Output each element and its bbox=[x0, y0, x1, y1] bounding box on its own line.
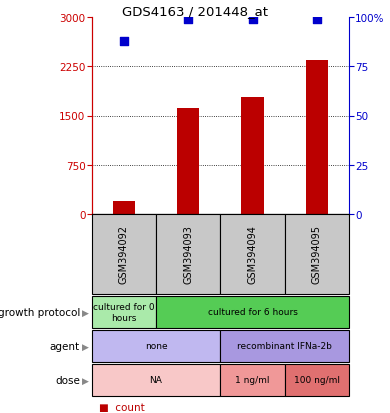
Text: GSM394093: GSM394093 bbox=[183, 225, 193, 284]
Text: GDS4163 / 201448_at: GDS4163 / 201448_at bbox=[122, 5, 268, 18]
Point bbox=[121, 38, 127, 45]
Bar bbox=[220, 330, 349, 362]
Bar bbox=[285, 214, 349, 294]
Text: cultured for 6 hours: cultured for 6 hours bbox=[207, 308, 298, 317]
Bar bbox=[177, 108, 199, 214]
Text: ▶: ▶ bbox=[82, 375, 89, 385]
Text: none: none bbox=[145, 342, 167, 351]
Bar bbox=[241, 98, 264, 214]
Text: recombinant IFNa-2b: recombinant IFNa-2b bbox=[237, 342, 332, 351]
Text: ▶: ▶ bbox=[82, 342, 89, 351]
Bar bbox=[92, 330, 220, 362]
Bar bbox=[285, 364, 349, 396]
Bar bbox=[220, 364, 285, 396]
Point bbox=[185, 17, 191, 23]
Bar bbox=[156, 296, 349, 328]
Bar bbox=[113, 202, 135, 214]
Text: agent: agent bbox=[50, 341, 80, 351]
Point bbox=[250, 17, 256, 23]
Text: GSM394094: GSM394094 bbox=[248, 225, 257, 284]
Text: cultured for 0
hours: cultured for 0 hours bbox=[93, 303, 155, 322]
Text: GSM394095: GSM394095 bbox=[312, 225, 322, 284]
Bar bbox=[156, 214, 220, 294]
Text: growth protocol: growth protocol bbox=[0, 307, 80, 317]
Text: NA: NA bbox=[149, 375, 163, 385]
Text: ▶: ▶ bbox=[82, 308, 89, 317]
Point bbox=[314, 17, 320, 23]
Text: 100 ng/ml: 100 ng/ml bbox=[294, 375, 340, 385]
Bar bbox=[220, 214, 285, 294]
Bar bbox=[92, 214, 156, 294]
Bar bbox=[92, 296, 156, 328]
Bar bbox=[306, 61, 328, 214]
Text: GSM394092: GSM394092 bbox=[119, 225, 129, 284]
Bar bbox=[92, 364, 220, 396]
Text: ■  count: ■ count bbox=[99, 402, 145, 412]
Text: 1 ng/ml: 1 ng/ml bbox=[235, 375, 270, 385]
Text: dose: dose bbox=[55, 375, 80, 385]
